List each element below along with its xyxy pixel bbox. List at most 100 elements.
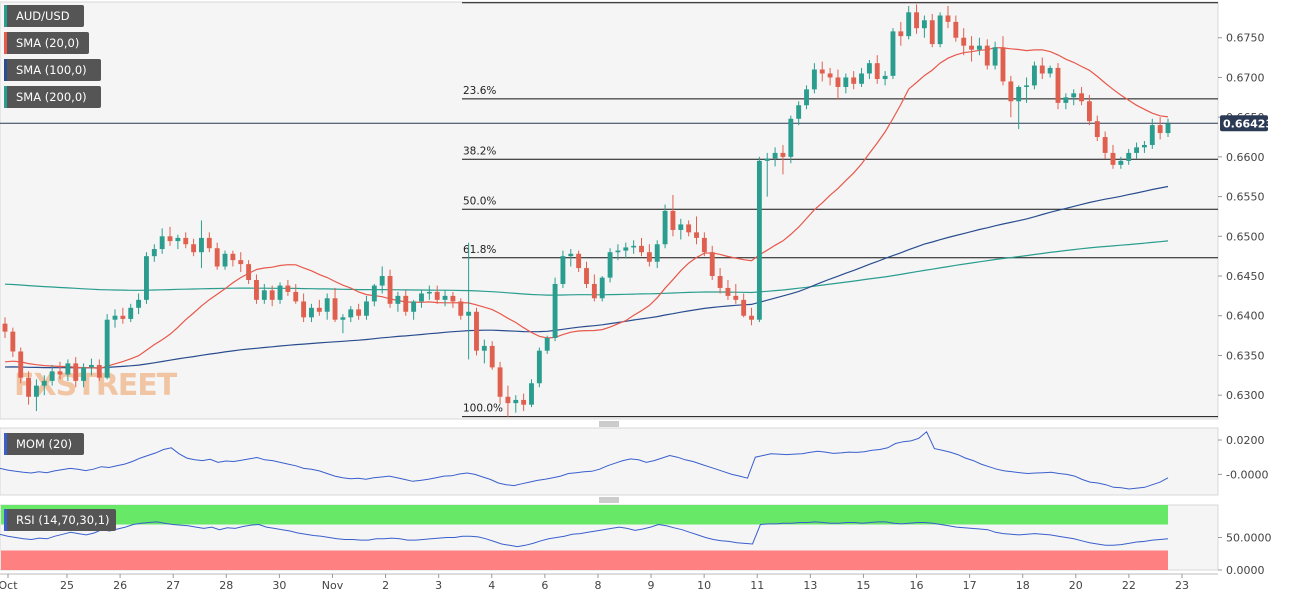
current-price-label: 0.66423 (1223, 117, 1273, 130)
candle-body (552, 283, 558, 338)
legend-badge[interactable] (4, 32, 89, 54)
candle-body (945, 15, 951, 22)
candle-body (466, 311, 472, 316)
price-axis-label: 0.6750 (1226, 32, 1265, 45)
candle-body (843, 77, 849, 87)
legend-badge[interactable] (4, 59, 101, 81)
candle-body (890, 31, 896, 76)
x-axis-label: 23 (1175, 579, 1189, 592)
candle-body (128, 307, 134, 319)
legend-label: SMA (200,0) (16, 90, 87, 104)
candle-body (717, 276, 723, 288)
candle-body (379, 276, 385, 286)
candle-body (246, 264, 252, 280)
candle-body (984, 45, 990, 66)
candle-body (741, 299, 747, 316)
candle-body (529, 383, 534, 405)
candle-body (560, 256, 566, 284)
candle-body (395, 295, 401, 304)
candle-body (568, 253, 574, 257)
price-axis-label: 0.6550 (1226, 191, 1265, 204)
candle-body (1141, 144, 1147, 148)
candle-body (450, 295, 456, 302)
price-axis-label: 0.6350 (1226, 349, 1265, 362)
candle-body (206, 237, 212, 249)
sma-100-line (4, 185, 1169, 369)
candle-body (1047, 67, 1053, 74)
momentum-pane (0, 427, 1219, 496)
candle-body (2, 323, 8, 332)
candle-body (874, 63, 880, 80)
candle-body (654, 244, 660, 262)
x-axis-label: 16 (910, 579, 924, 592)
candle-body (1079, 93, 1084, 102)
candle-body (497, 367, 503, 397)
candle-body (591, 283, 597, 299)
candle-body (929, 20, 935, 45)
momentum-swatch (4, 433, 7, 455)
rsi-title: RSI (14,70,30,1) (16, 513, 110, 527)
candle-body (764, 158, 770, 161)
candle-body (646, 252, 652, 262)
candle-body (709, 252, 715, 277)
candle-body (81, 367, 87, 381)
candle-body (976, 45, 982, 50)
fibonacci-label: 50.0% (463, 195, 496, 207)
rsi-pane-resize-handle[interactable] (599, 497, 619, 503)
candle-body (222, 253, 228, 267)
candle-body (269, 290, 275, 300)
candle-body (1071, 93, 1077, 98)
sma-200-line (4, 240, 1169, 296)
x-axis-label: 6 (541, 579, 548, 592)
candle-body (1024, 85, 1029, 87)
rsi-axis-label: 0.0000 (1226, 564, 1265, 577)
legend-badge[interactable] (4, 86, 101, 108)
candle-body (819, 69, 825, 74)
candle-body (921, 20, 927, 29)
rsi-overbought-band (1, 505, 1168, 525)
candle-body (859, 73, 864, 84)
price-axis-label: 0.6450 (1226, 270, 1265, 283)
candle-body (576, 253, 582, 269)
candle-body (65, 363, 71, 375)
legend-label: AUD/USD (16, 9, 70, 23)
price-axis-label: 0.6500 (1226, 230, 1265, 243)
rsi-badge[interactable] (4, 509, 116, 531)
candle-body (183, 237, 189, 245)
candle-body (607, 252, 613, 278)
candle-body (403, 295, 409, 312)
candle-body (678, 224, 684, 230)
candle-body (254, 280, 259, 300)
x-axis-label: 28 (219, 579, 233, 592)
legend-swatch (4, 86, 7, 108)
candle-body (159, 236, 165, 250)
candle-body (1110, 152, 1116, 165)
candle-body (49, 371, 55, 381)
momentum-pane-resize-handle[interactable] (599, 421, 619, 427)
x-axis-label: 17 (963, 579, 977, 592)
x-axis-label: 8 (594, 579, 601, 592)
x-axis-label: 27 (166, 579, 180, 592)
candle-body (780, 152, 786, 157)
rsi-swatch (4, 509, 7, 531)
sma-20-line (4, 47, 1169, 370)
legend-badge[interactable] (4, 5, 84, 27)
fibonacci-label: 61.8% (463, 244, 496, 256)
momentum-badge[interactable] (4, 433, 84, 455)
candle-body (1055, 67, 1061, 103)
candle-body (434, 291, 440, 300)
candle-body (1000, 47, 1006, 82)
candle-body (481, 345, 487, 351)
fibonacci-label: 0.0% (463, 0, 490, 1)
candle-body (1063, 97, 1069, 103)
candle-body (961, 37, 967, 46)
candle-body (796, 105, 802, 119)
x-axis-label: 11 (750, 579, 764, 592)
candle-body (57, 371, 63, 375)
candle-body (89, 364, 94, 368)
candle-body (340, 317, 346, 320)
candle-body (1016, 86, 1022, 102)
candle-body (104, 319, 110, 378)
candle-body (835, 77, 841, 87)
